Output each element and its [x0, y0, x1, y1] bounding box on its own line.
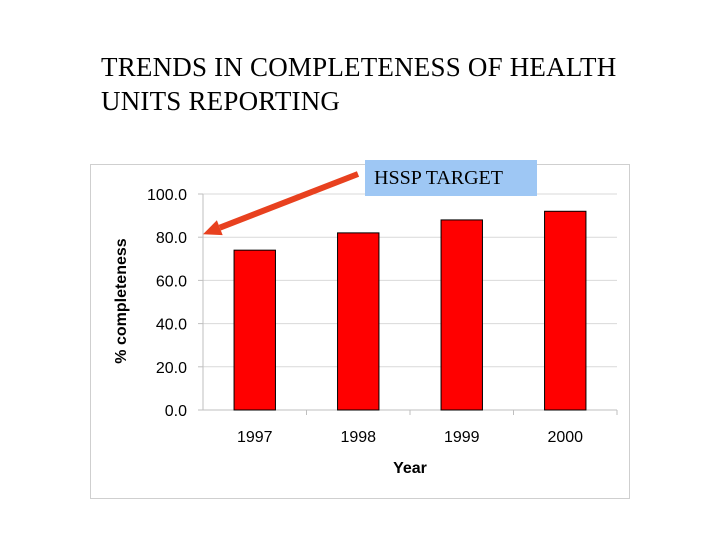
y-tick-labels: 0.0 20.0 40.0 60.0 80.0 100.0 — [147, 187, 187, 420]
x-tick-label: 1999 — [444, 429, 480, 446]
bar-1999 — [440, 219, 483, 411]
y-tick-label: 40.0 — [156, 317, 187, 334]
bar-1997 — [233, 249, 276, 411]
arrow-shaft — [218, 171, 360, 231]
x-tick-labels: 1997 1998 1999 2000 — [237, 429, 583, 446]
target-arrow — [203, 171, 360, 236]
y-axis-label: % completeness — [113, 238, 130, 363]
slide-title: TRENDS IN COMPLETENESS OF HEALTH UNITS R… — [101, 50, 661, 118]
x-tick-label: 1997 — [237, 429, 273, 446]
x-tick-label: 1998 — [340, 429, 376, 446]
y-tick-label: 80.0 — [156, 230, 187, 247]
y-tick-label: 60.0 — [156, 273, 187, 290]
bars — [233, 210, 587, 411]
slide-title-line-2: UNITS REPORTING — [101, 86, 341, 116]
bar-1998 — [337, 232, 380, 411]
arrow-head — [203, 220, 223, 236]
x-axis-label: Year — [393, 460, 427, 477]
y-tick-label: 20.0 — [156, 360, 187, 377]
hssp-target-callout: HSSP TARGET — [365, 160, 537, 196]
y-tick-label: 100.0 — [147, 187, 187, 204]
slide-title-line-1: TRENDS IN COMPLETENESS OF HEALTH — [101, 52, 617, 82]
x-tick-label: 2000 — [547, 429, 583, 446]
y-tick-label: 0.0 — [165, 403, 187, 420]
bar-2000 — [544, 210, 587, 411]
